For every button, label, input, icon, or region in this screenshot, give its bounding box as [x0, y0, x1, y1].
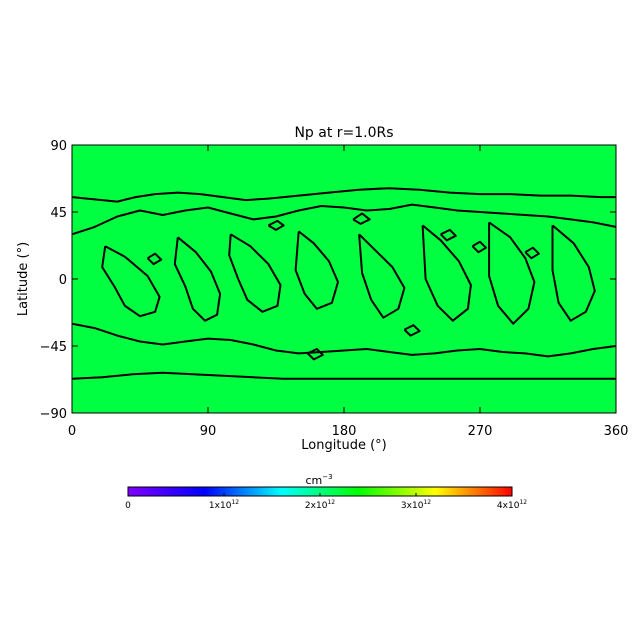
- x-tick-label: 0: [68, 424, 76, 439]
- contour-line-inner-band-north: [72, 203, 616, 236]
- y-axis-label: Latitude (°): [16, 242, 31, 316]
- x-tick-label: 90: [200, 424, 217, 439]
- contour-line-tongue-c: [228, 233, 282, 313]
- contour-line-tongue-f: [421, 224, 472, 322]
- colorbar-tick-label: 0: [125, 501, 131, 511]
- contour-line-island-7: [146, 252, 163, 266]
- y-tick-label: 90: [50, 139, 67, 154]
- y-axis: 90 45 0 −45 −90: [40, 139, 616, 422]
- contour-line-island-8: [471, 240, 487, 254]
- y-tick-label: −45: [40, 340, 67, 355]
- y-tick-label: 0: [59, 273, 67, 288]
- colorbar-tick-exponent: 12: [423, 499, 431, 506]
- colorbar-tick-base: 3x10: [401, 501, 424, 511]
- y-tick-label: −90: [40, 407, 67, 422]
- contour-line-island-3: [439, 228, 457, 242]
- colorbar-tick-label: 1x1012: [209, 499, 239, 511]
- x-axis-label: Longitude (°): [301, 438, 386, 453]
- contour-line-island-4: [524, 246, 540, 260]
- colorbar-tick-exponent: 12: [327, 499, 335, 506]
- contour-line-island-6: [306, 348, 324, 361]
- colorbar-title: cm−3: [305, 473, 332, 487]
- colorbar-tick-base: 4x10: [497, 501, 520, 511]
- x-tick-label: 270: [468, 424, 493, 439]
- colorbar-tick-base: 0: [125, 501, 131, 511]
- contour-line-tongue-a: [101, 245, 161, 318]
- contour-line-tongue-h: [551, 224, 596, 322]
- contour-line-island-1: [267, 219, 285, 231]
- colorbar-ticks: 0 1x1012 2x1012 3x1012 4x1012: [125, 493, 527, 511]
- contour-line-south-boundary: [72, 371, 616, 380]
- colorbar-tick-base: 2x10: [305, 501, 328, 511]
- contour-line-inner-band-south: [72, 322, 616, 358]
- contour-line-tongue-b: [173, 236, 222, 322]
- colorbar-tick-label: 4x1012: [497, 499, 527, 511]
- x-tick-label: 360: [604, 424, 629, 439]
- y-tick-label: 45: [50, 206, 67, 221]
- colorbar-title-exponent: −3: [322, 473, 332, 481]
- contour-line-tongue-g: [488, 221, 536, 325]
- contour-line-tongue-d: [294, 230, 339, 310]
- colorbar-tick-exponent: 12: [519, 499, 527, 506]
- x-axis: 0 90 180 270 360: [68, 145, 629, 439]
- colorbar-tick-label: 2x1012: [305, 499, 335, 511]
- contour-line-tongue-e: [358, 233, 406, 319]
- contour-line-island-5: [403, 324, 421, 337]
- contour-group: [72, 187, 616, 380]
- chart-title: Np at r=1.0Rs: [294, 125, 393, 141]
- colorbar-title-unit: cm: [305, 474, 322, 487]
- plot-field: [72, 145, 616, 413]
- colorbar-tick-base: 1x10: [209, 501, 232, 511]
- x-tick-label: 180: [332, 424, 357, 439]
- contour-line-north-boundary: [72, 187, 616, 203]
- colorbar-tick-label: 3x1012: [401, 499, 431, 511]
- colorbar-tick-exponent: 12: [231, 499, 239, 506]
- contour-line-island-2: [352, 212, 371, 225]
